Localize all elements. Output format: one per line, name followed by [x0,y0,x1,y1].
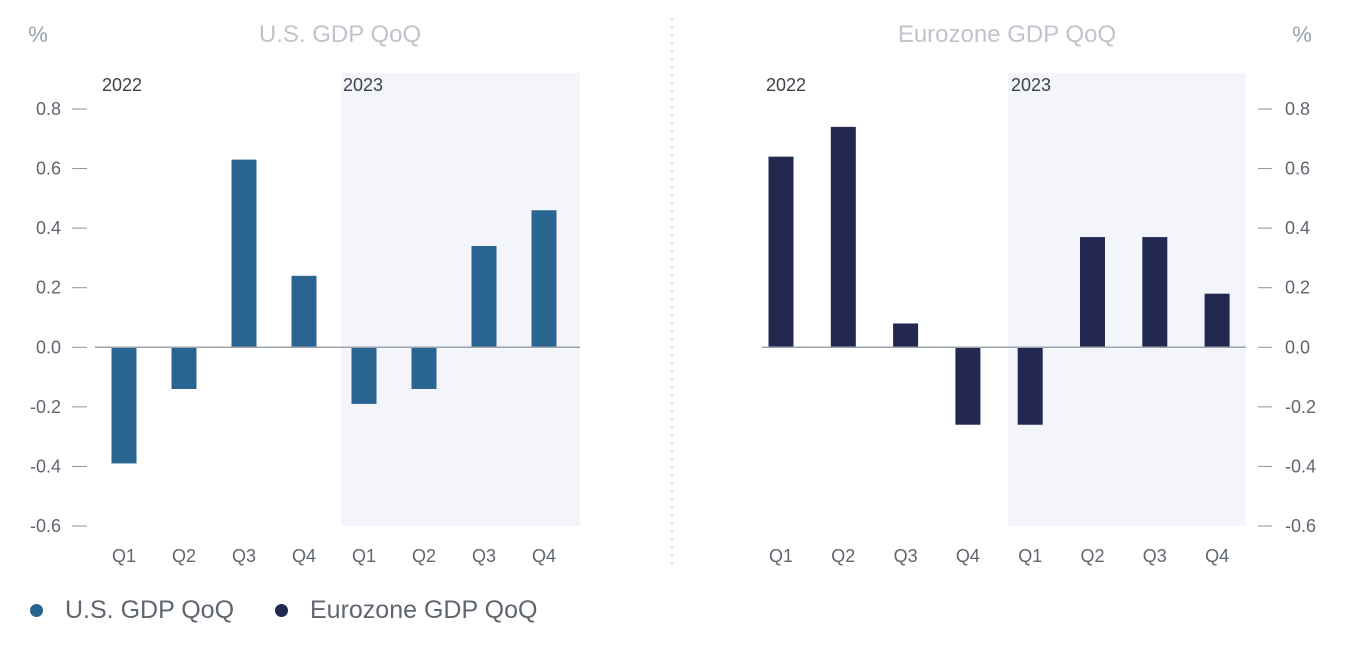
x-category-label: Q4 [956,546,980,566]
y-tick-label: 0.2 [1285,278,1310,298]
y-tick-label: -0.2 [1285,397,1316,417]
year-label-2023-us: 2023 [343,75,383,95]
legend-label-eurozone: Eurozone GDP QoQ [310,596,538,624]
y-tick-label: 0.6 [36,159,61,179]
bar-eurozone-2023-q3 [1142,237,1168,348]
y-tick-label: 0.6 [1285,159,1310,179]
y-tick-label: -0.6 [30,516,61,536]
chart-title-eurozone: Eurozone GDP QoQ [898,21,1116,48]
y-tick-label: 0.4 [1285,218,1310,238]
bar-eurozone-2022-q2 [830,126,856,348]
bar-us-2022-q2 [171,347,197,389]
y-tick-label: -0.4 [1285,456,1316,476]
y-tick-label: -0.4 [30,456,61,476]
bar-eurozone-2022-q4 [955,347,981,425]
bar-us-2023-q1 [351,347,377,404]
x-category-label: Q3 [472,546,496,566]
legend-swatch-eurozone [275,604,288,617]
x-category-label: Q3 [894,546,918,566]
x-category-label: Q2 [172,546,196,566]
bar-us-2023-q4 [531,210,557,348]
bar-us-2023-q2 [411,347,437,389]
x-category-label: Q3 [232,546,256,566]
bar-us-2022-q4 [291,275,317,348]
y-tick-label: 0.0 [1285,337,1310,357]
x-category-label: Q4 [1205,546,1229,566]
y-tick-label: 0.8 [1285,99,1310,119]
y-tick-label: 0.4 [36,218,61,238]
x-category-label: Q2 [412,546,436,566]
y-axis-unit-eurozone: % [1292,22,1312,47]
y-tick-label: 0.8 [36,99,61,119]
us-gdp-panel: U.S. GDP QoQ% 2022 2023 0.8 0.6 0.4 0.2 0.0 -0.2… [28,21,580,566]
year-label-2022-us: 2022 [102,75,142,95]
x-category-label: Q3 [1143,546,1167,566]
x-category-label: Q1 [1018,546,1042,566]
x-category-label: Q4 [532,546,556,566]
chart-legend: U.S. GDP QoQ Eurozone GDP QoQ [0,596,700,636]
y-tick-label: -0.6 [1285,516,1316,536]
y-tick-label: -0.2 [30,397,61,417]
bar-eurozone-2022-q1 [768,156,794,348]
legend-item-us: U.S. GDP QoQ [30,596,234,625]
legend-item-eurozone: Eurozone GDP QoQ [275,596,537,625]
bar-us-2022-q3 [231,159,257,348]
x-category-label: Q4 [292,546,316,566]
x-category-label: Q2 [1080,546,1104,566]
eurozone-gdp-panel: Eurozone GDP QoQ % 2022 2023 0.8 0.6 0.4 0.2 0.0… [762,21,1316,566]
y-tick-label: 0.0 [36,337,61,357]
legend-swatch-us [30,604,43,617]
year-label-2022-eurozone: 2022 [766,75,806,95]
x-category-label: Q2 [831,546,855,566]
bar-eurozone-2023-q2 [1080,237,1105,348]
legend-label-us: U.S. GDP QoQ [65,596,235,624]
y-axis-unit-us: % [28,22,48,47]
y-tick-label: 0.2 [36,278,61,298]
bar-us-2022-q1 [111,347,137,464]
x-category-label: Q1 [352,546,376,566]
x-category-label: Q1 [112,546,136,566]
chart-title-us: U.S. GDP QoQ [259,21,421,48]
bar-eurozone-2022-q3 [893,323,919,348]
bar-us-2023-q3 [471,246,497,348]
bar-eurozone-2023-q1 [1017,347,1043,425]
bar-eurozone-2023-q4 [1204,293,1230,348]
x-category-label: Q1 [769,546,793,566]
year-label-2023-eurozone: 2023 [1011,75,1051,95]
